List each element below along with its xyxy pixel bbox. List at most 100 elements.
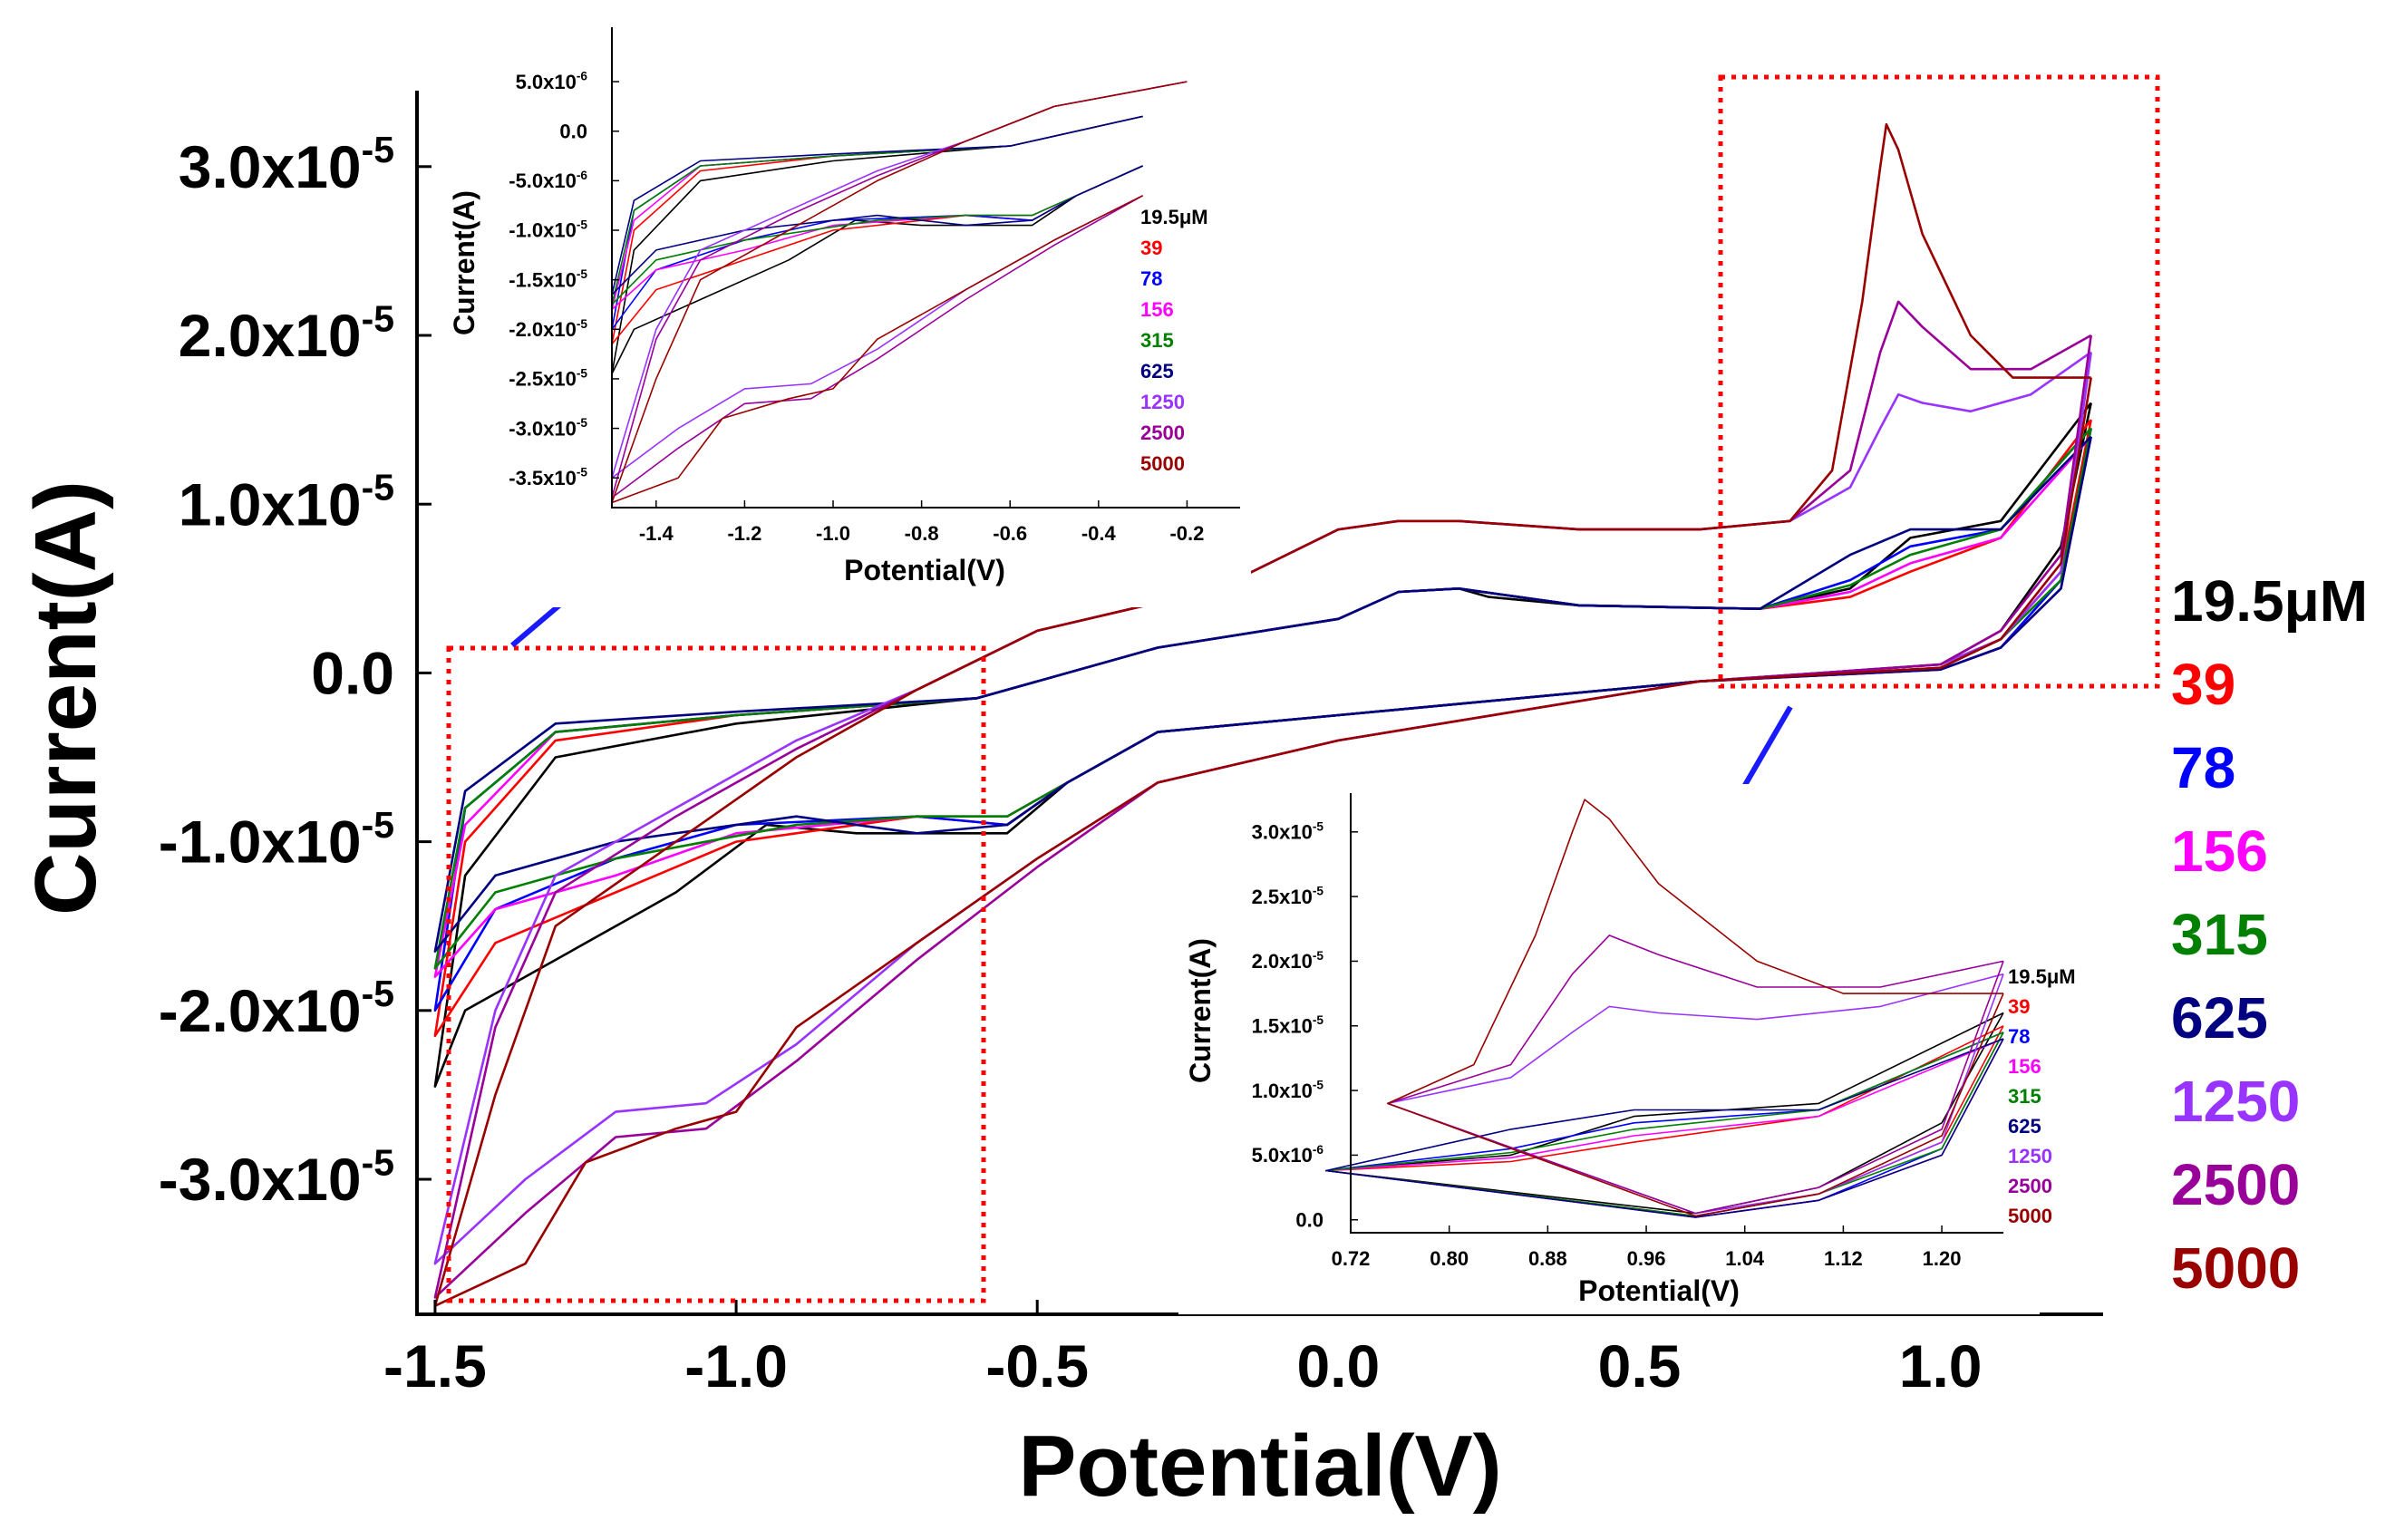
inset-right-ytick-label: 2.0x10-5 xyxy=(1252,949,1324,973)
inset-left-legend-entry: 156 xyxy=(1140,298,1174,321)
inset-right-series-2500 xyxy=(1387,935,2004,1215)
main-legend-entry: 1250 xyxy=(2171,1069,2300,1134)
inset-right-xtick-label: 0.88 xyxy=(1528,1247,1567,1270)
inset-left-ytick-label: -5.0x10-6 xyxy=(509,169,587,192)
inset-right-xtick-label: 0.96 xyxy=(1627,1247,1666,1270)
inset-left-legend-entry: 78 xyxy=(1140,267,1162,290)
inset-left-xtick-label: -0.2 xyxy=(1169,522,1204,545)
inset-left-legend-entry: 625 xyxy=(1140,360,1174,383)
inset-right-plot: 3.0x10-5 2.5x10-5 2.0x10-5 1.5x10-5 1.0x10-5… xyxy=(1178,784,2076,1314)
inset-right-x-axis-label: Potential(V) xyxy=(1578,1274,1740,1307)
inset-left-xtick-label: -1.2 xyxy=(727,522,761,545)
inset-right-series-625 xyxy=(1325,1038,2004,1218)
zoom-box-left xyxy=(446,645,986,1303)
inset-left-ytick-label: -3.5x10-5 xyxy=(509,466,587,489)
main-ytick-label: 0.0 xyxy=(311,640,394,707)
inset-right-legend-entry: 39 xyxy=(2008,995,2030,1018)
main-x-axis-label: Potential(V) xyxy=(1018,1418,1501,1515)
inset-left-series-5000 xyxy=(611,81,1188,504)
inset-right-legend-entry: 5000 xyxy=(2008,1205,2052,1227)
inset-right-series-1250 xyxy=(1387,973,2004,1215)
inset-right-legend: 19.5μM 39 78 156 315 625 1250 2500 5000 xyxy=(2008,965,2076,1227)
main-legend-entry: 315 xyxy=(2171,902,2268,967)
main-ytick-label: -1.0x10-5 xyxy=(159,804,394,876)
main-series-5000 xyxy=(433,122,2092,1307)
inset-left-plot: 5.0x10-6 0.0 -5.0x10-6 -1.0x10-5 -1.5x10-5 -2… xyxy=(444,27,1251,607)
inset-right-y-axis-label: Current(A) xyxy=(1184,938,1217,1083)
main-ytick-label: 2.0x10-5 xyxy=(179,297,394,369)
inset-left-ytick-label: -1.0x10-5 xyxy=(509,218,587,241)
main-y-axis-label: Current(A) xyxy=(17,480,114,915)
inset-left-series-625 xyxy=(611,115,1143,295)
inset-left-legend-entry: 2500 xyxy=(1140,421,1185,444)
inset-right-legend-entry: 78 xyxy=(2008,1025,2030,1048)
inset-right-y-ticks: 3.0x10-5 2.5x10-5 2.0x10-5 1.5x10-5 1.0x10-5… xyxy=(1252,819,1358,1231)
main-x-ticks: -1.5 -1.0 -0.5 0.0 0.5 1.0 xyxy=(383,1300,1983,1400)
inset-left-xtick-label: -0.4 xyxy=(1081,522,1117,545)
inset-right-ytick-label: 5.0x10-6 xyxy=(1252,1143,1324,1167)
inset-right-legend-entry: 625 xyxy=(2008,1115,2041,1138)
inset-right-legend-entry: 156 xyxy=(2008,1055,2041,1078)
inset-left-x-ticks: -1.4 -1.2 -1.0 -0.8 -0.6 -0.4 -0.2 xyxy=(639,500,1204,545)
main-legend-entry: 78 xyxy=(2171,735,2235,800)
main-xtick-label: -1.5 xyxy=(383,1332,487,1400)
main-ytick-label: -3.0x10-5 xyxy=(159,1141,394,1213)
main-legend-entry: 2500 xyxy=(2171,1152,2300,1217)
inset-left-legend: 19.5μM 39 78 156 315 625 1250 2500 5000 xyxy=(1140,206,1208,475)
inset-right-x-ticks: 0.72 0.80 0.88 0.96 1.04 1.12 1.20 xyxy=(1332,1225,1962,1270)
main-legend: 19.5μM 39 78 156 315 625 1250 2500 5000 xyxy=(2171,568,2368,1301)
inset-left-y-axis-label: Current(A) xyxy=(448,190,480,335)
main-xtick-label: -0.5 xyxy=(985,1332,1089,1400)
inset-right-ytick-label: 1.0x10-5 xyxy=(1252,1079,1324,1102)
inset-left-ytick-label: 5.0x10-6 xyxy=(516,70,588,93)
inset-right-ytick-label: 0.0 xyxy=(1295,1208,1324,1231)
zoom-box-right xyxy=(1718,74,2160,689)
inset-right-legend-entry: 1250 xyxy=(2008,1145,2052,1167)
inset-left-legend-entry: 19.5μM xyxy=(1140,206,1208,228)
inset-left-legend-entry: 1250 xyxy=(1140,391,1185,413)
inset-left-ytick-label: -2.0x10-5 xyxy=(509,317,587,341)
inset-right-xtick-label: 1.12 xyxy=(1824,1247,1863,1270)
inset-right-legend-entry: 19.5μM xyxy=(2008,965,2076,988)
inset-right-xtick-label: 1.04 xyxy=(1725,1247,1765,1270)
inset-right-legend-entry: 315 xyxy=(2008,1085,2041,1108)
main-legend-entry: 625 xyxy=(2171,985,2268,1051)
inset-left-ytick-label: -3.0x10-5 xyxy=(509,416,587,440)
inset-left-axes xyxy=(611,27,1240,508)
inset-right-ytick-label: 3.0x10-5 xyxy=(1252,819,1324,843)
inset-left-ytick-label: -1.5x10-5 xyxy=(509,267,587,291)
main-ytick-label: 1.0x10-5 xyxy=(179,467,394,538)
inset-right-ytick-label: 2.5x10-5 xyxy=(1252,885,1324,908)
main-legend-entry: 156 xyxy=(2171,818,2268,884)
main-xtick-label: 0.5 xyxy=(1598,1332,1682,1400)
main-legend-entry: 19.5μM xyxy=(2171,568,2368,634)
main-legend-entry: 39 xyxy=(2171,652,2235,717)
inset-left-xtick-label: -1.4 xyxy=(639,522,674,545)
inset-left-ytick-label: 0.0 xyxy=(559,120,587,142)
main-legend-entry: 5000 xyxy=(2171,1235,2300,1301)
inset-left-series-315 xyxy=(611,115,1143,305)
inset-right-curves xyxy=(1325,799,2004,1218)
inset-left-legend-entry: 315 xyxy=(1140,329,1174,352)
inset-right-xtick-label: 0.80 xyxy=(1430,1247,1469,1270)
main-xtick-label: -1.0 xyxy=(684,1332,788,1400)
inset-left-ytick-label: -2.5x10-5 xyxy=(509,366,587,390)
inset-left-legend-entry: 5000 xyxy=(1140,452,1185,475)
main-series-625 xyxy=(433,435,2092,953)
main-ytick-label: 3.0x10-5 xyxy=(179,129,394,200)
main-xtick-label: 0.0 xyxy=(1296,1332,1380,1400)
main-xtick-label: 1.0 xyxy=(1899,1332,1983,1400)
main-ytick-label: -2.0x10-5 xyxy=(159,973,394,1044)
inset-right-legend-entry: 2500 xyxy=(2008,1175,2052,1197)
inset-left-x-axis-label: Potential(V) xyxy=(844,554,1005,586)
inset-left-xtick-label: -1.0 xyxy=(816,522,850,545)
inset-left-xtick-label: -0.8 xyxy=(905,522,939,545)
inset-right-ytick-label: 1.5x10-5 xyxy=(1252,1013,1324,1037)
inset-left-y-ticks: 5.0x10-6 0.0 -5.0x10-6 -1.0x10-5 -1.5x10-5 -2… xyxy=(509,70,619,489)
main-y-ticks: 3.0x10-5 2.0x10-5 1.0x10-5 0.0 -1.0x10-5 -2.0… xyxy=(159,129,431,1213)
inset-right-series-5000 xyxy=(1387,799,2004,1217)
inset-right-xtick-label: 0.72 xyxy=(1332,1247,1371,1270)
inset-left-series-195M xyxy=(611,115,1143,375)
inset-left-xtick-label: -0.6 xyxy=(993,522,1027,545)
inset-right-xtick-label: 1.20 xyxy=(1923,1247,1962,1270)
